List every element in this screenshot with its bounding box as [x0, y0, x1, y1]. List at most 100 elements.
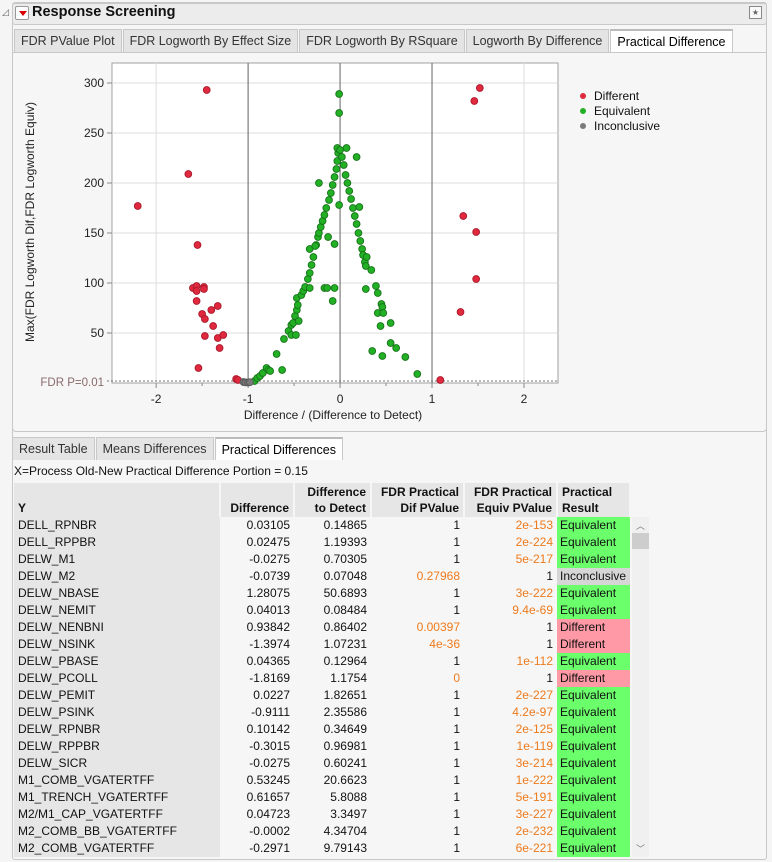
- table-row[interactable]: DELW_NBASE 1.28075 50.6893 1 3e-222 Equivalen…: [14, 585, 631, 602]
- point-equivalent[interactable]: [349, 204, 357, 212]
- table-row[interactable]: DELW_RPPBR -0.3015 0.96981 1 1e-119 Equivalen…: [14, 738, 631, 755]
- point-equivalent[interactable]: [322, 204, 331, 212]
- point-equivalent[interactable]: [266, 367, 275, 375]
- point-different[interactable]: [459, 212, 468, 220]
- table-row[interactable]: DELW_PBASE 0.04365 0.12964 1 1e-112 Equivalen…: [14, 653, 631, 670]
- point-equivalent[interactable]: [327, 189, 335, 197]
- point-equivalent[interactable]: [280, 335, 288, 343]
- point-equivalent[interactable]: [339, 161, 348, 169]
- point-equivalent[interactable]: [342, 144, 351, 152]
- point-equivalent[interactable]: [392, 344, 401, 352]
- point-equivalent[interactable]: [294, 317, 303, 325]
- tab-fdr-logworth-by-effect-size[interactable]: FDR Logworth By Effect Size: [122, 29, 299, 52]
- table-row[interactable]: DELL_RPPBR 0.02475 1.19393 1 2e-224 Equivalen…: [14, 534, 631, 551]
- table-row[interactable]: M2/M1_CAP_VGATERTFF 0.04723 3.3497 1 3e-227 E…: [14, 806, 631, 823]
- point-different[interactable]: [436, 376, 445, 384]
- point-different[interactable]: [133, 202, 142, 210]
- point-equivalent[interactable]: [324, 233, 332, 241]
- point-equivalent[interactable]: [372, 282, 380, 290]
- col-header-y[interactable]: Y: [14, 483, 221, 517]
- point-equivalent[interactable]: [386, 339, 395, 347]
- table-scrollbar[interactable]: [632, 517, 649, 857]
- point-equivalent[interactable]: [352, 220, 361, 228]
- point-equivalent[interactable]: [361, 262, 370, 270]
- table-row[interactable]: DELW_M2 -0.0739 0.07048 0.27968 1 Inconclusiv…: [14, 568, 631, 585]
- point-equivalent[interactable]: [320, 211, 329, 219]
- table-row[interactable]: M2_COMB_BB_VGATERTFF -0.0002 4.34704 1 2e-23…: [14, 823, 631, 840]
- point-equivalent[interactable]: [379, 309, 388, 317]
- point-equivalent[interactable]: [376, 322, 385, 330]
- point-equivalent[interactable]: [378, 352, 387, 360]
- col-header-practical-result[interactable]: Practical Result: [557, 483, 632, 517]
- point-equivalent[interactable]: [341, 171, 350, 179]
- point-equivalent[interactable]: [328, 181, 337, 189]
- point-equivalent[interactable]: [292, 331, 300, 339]
- point-equivalent[interactable]: [328, 297, 337, 305]
- point-equivalent[interactable]: [309, 253, 318, 261]
- point-equivalent[interactable]: [338, 153, 346, 161]
- point-equivalent[interactable]: [305, 269, 314, 277]
- point-equivalent[interactable]: [332, 165, 341, 173]
- point-different[interactable]: [456, 308, 465, 316]
- point-equivalent[interactable]: [368, 347, 377, 355]
- table-row[interactable]: DELW_NEMIT 0.04013 0.08484 1 9.4e-69 Equivale…: [14, 602, 631, 619]
- col-header-difference[interactable]: Difference: [220, 483, 295, 517]
- tab-practical-differences[interactable]: Practical Differences: [214, 437, 343, 460]
- point-different[interactable]: [200, 285, 208, 293]
- point-equivalent[interactable]: [330, 173, 339, 181]
- point-different[interactable]: [193, 241, 202, 249]
- pin-icon[interactable]: ★: [749, 6, 762, 19]
- point-equivalent[interactable]: [345, 187, 354, 195]
- point-different[interactable]: [213, 302, 222, 310]
- point-equivalent[interactable]: [315, 179, 323, 187]
- tab-fdr-pvalue-plot[interactable]: FDR PValue Plot: [14, 29, 122, 52]
- red-triangle-menu-button[interactable]: [15, 6, 29, 20]
- point-different[interactable]: [194, 364, 203, 372]
- table-row[interactable]: DELW_SICR -0.0275 0.60241 1 3e-214 Equivalent: [14, 755, 631, 772]
- legend-item-different[interactable]: Different: [580, 88, 660, 103]
- point-inconclusive[interactable]: [246, 378, 254, 387]
- table-row[interactable]: DELW_NSINK -1.3974 1.07231 4e-36 1 Different: [14, 636, 631, 653]
- point-equivalent[interactable]: [336, 146, 344, 154]
- point-different[interactable]: [202, 86, 211, 94]
- point-different[interactable]: [209, 322, 218, 330]
- point-different[interactable]: [215, 344, 224, 352]
- table-row[interactable]: M1_COMB_VGATERTFF 0.53245 20.6623 1 1e-222 Eq…: [14, 772, 631, 789]
- point-equivalent[interactable]: [325, 196, 333, 204]
- point-equivalent[interactable]: [352, 153, 361, 161]
- point-equivalent[interactable]: [335, 90, 343, 98]
- tab-logworth-by-difference[interactable]: Logworth By Difference: [465, 29, 610, 52]
- point-equivalent[interactable]: [293, 301, 302, 309]
- tab-result-table[interactable]: Result Table: [12, 437, 95, 460]
- col-header-fdr-dif-pvalue[interactable]: FDR Practical Dif PValue: [371, 483, 465, 517]
- point-equivalent[interactable]: [373, 289, 382, 297]
- point-equivalent[interactable]: [386, 319, 395, 327]
- table-row[interactable]: M1_TRENCH_VGATERTFF 0.61657 5.8088 1 5e-191 E…: [14, 789, 631, 806]
- point-equivalent[interactable]: [343, 179, 352, 187]
- table-row[interactable]: DELW_PSINK -0.9111 2.35586 1 4.2e-97 Equivale…: [14, 704, 631, 721]
- point-equivalent[interactable]: [347, 195, 355, 203]
- col-header-difference-to-detect[interactable]: Difference to Detect: [294, 483, 372, 517]
- point-different[interactable]: [192, 297, 201, 305]
- point-equivalent[interactable]: [305, 284, 314, 292]
- table-row[interactable]: DELL_RPNBR 0.03105 0.14865 1 2e-153 Equivalen…: [14, 517, 631, 534]
- point-equivalent[interactable]: [361, 285, 370, 293]
- point-different[interactable]: [472, 275, 481, 283]
- point-equivalent[interactable]: [356, 237, 365, 245]
- point-equivalent[interactable]: [413, 370, 422, 378]
- legend-item-inconclusive[interactable]: Inconclusive: [580, 118, 660, 133]
- table-row[interactable]: DELW_PEMIT 0.0227 1.82651 1 2e-227 Equivalent: [14, 687, 631, 704]
- legend-item-equivalent[interactable]: Equivalent: [580, 103, 660, 118]
- point-equivalent[interactable]: [311, 242, 320, 250]
- point-different[interactable]: [201, 315, 209, 323]
- point-different[interactable]: [207, 306, 216, 314]
- point-different[interactable]: [470, 97, 479, 105]
- scrollbar-thumb[interactable]: [632, 533, 649, 549]
- table-row[interactable]: DELW_PCOLL -1.8169 1.1754 0 1 Different: [14, 670, 631, 687]
- point-different[interactable]: [192, 287, 201, 295]
- point-different[interactable]: [184, 170, 193, 178]
- point-different[interactable]: [201, 332, 209, 340]
- tab-practical-difference[interactable]: Practical Difference: [610, 29, 733, 52]
- disclosure-triangle-icon[interactable]: ◿: [2, 8, 9, 18]
- point-equivalent[interactable]: [350, 212, 359, 220]
